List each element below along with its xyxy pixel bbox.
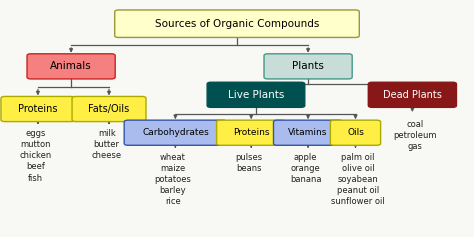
Text: Sources of Organic Compounds: Sources of Organic Compounds (155, 19, 319, 29)
Text: wheat
maize
potatoes
barley
rice: wheat maize potatoes barley rice (155, 153, 191, 206)
Text: Live Plants: Live Plants (228, 90, 284, 100)
Text: Vitamins: Vitamins (288, 128, 328, 137)
FancyBboxPatch shape (368, 82, 456, 107)
FancyBboxPatch shape (330, 120, 381, 145)
Text: Plants: Plants (292, 61, 324, 71)
Text: Proteins: Proteins (233, 128, 270, 137)
FancyBboxPatch shape (273, 120, 343, 145)
Text: palm oil
olive oil
soyabean
peanut oil
sunflower oil: palm oil olive oil soyabean peanut oil s… (331, 153, 385, 206)
FancyBboxPatch shape (124, 120, 227, 145)
FancyBboxPatch shape (217, 120, 286, 145)
FancyBboxPatch shape (72, 96, 146, 122)
Text: pulses
beans: pulses beans (235, 153, 263, 173)
Text: Proteins: Proteins (18, 104, 58, 114)
Text: apple
orange
banana: apple orange banana (290, 153, 321, 184)
FancyBboxPatch shape (207, 82, 305, 107)
Text: milk
butter
cheese: milk butter cheese (91, 129, 122, 160)
FancyBboxPatch shape (27, 54, 115, 79)
Text: Carbohydrates: Carbohydrates (142, 128, 209, 137)
Text: coal
petroleum
gas: coal petroleum gas (393, 120, 437, 151)
FancyBboxPatch shape (264, 54, 352, 79)
Text: eggs
mutton
chicken
beef
fish: eggs mutton chicken beef fish (19, 129, 52, 182)
FancyBboxPatch shape (1, 96, 75, 122)
Text: Fats/Oils: Fats/Oils (88, 104, 130, 114)
Text: Oils: Oils (347, 128, 364, 137)
Text: Animals: Animals (50, 61, 92, 71)
Text: Dead Plants: Dead Plants (383, 90, 442, 100)
FancyBboxPatch shape (115, 10, 359, 37)
